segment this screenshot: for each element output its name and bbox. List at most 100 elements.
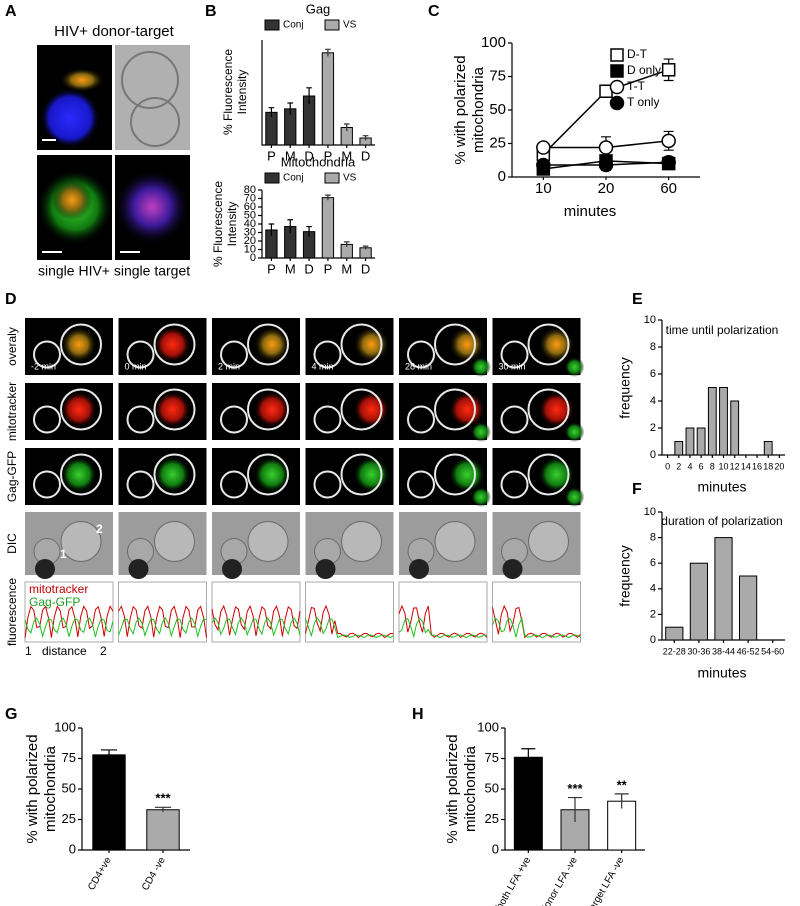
trace [118,605,207,638]
y-axis-label: % with polarizedmitochondria [24,734,59,843]
time-label: 2 min [218,361,240,371]
cell-outline [33,405,61,434]
x-tick-label: donor LFA -ve [539,855,580,906]
y-tick-label: 4 [650,395,656,407]
x-tick-label: 20 [774,461,784,471]
error-bar [306,225,312,237]
trace [118,617,207,639]
x-tick-label: 6 [699,461,704,471]
cell-outline [407,340,435,369]
cell-outline [527,388,570,431]
micrograph-blob [154,391,191,428]
cell-outline [340,388,383,431]
x-axis-label: minutes [697,479,746,495]
micrograph-blob [564,487,585,507]
marker [536,157,551,173]
y-tick-label: 6 [650,557,656,569]
y-tick-label: 25 [485,811,499,826]
panel-title: HIV+ donor-target [54,23,174,40]
bar [607,800,637,851]
error-bar [343,123,350,131]
legend-label: Conj [283,20,304,31]
time-label: 4 min [312,361,334,371]
significance: *** [567,781,583,796]
micrograph-blob [254,326,290,363]
y-tick-label: 10 [644,314,656,326]
y-tick-label: 0 [69,841,76,856]
y-tick-label: 100 [481,34,506,51]
error-bar [268,223,275,236]
micrograph-blob [61,391,97,428]
y-tick-label: 25 [62,811,76,826]
x-tick-label: 30-36 [687,646,710,656]
micrograph-blob [40,88,100,148]
cell-outline [153,388,196,431]
cell-outline [126,340,155,369]
micrograph-blob [564,422,585,442]
y-tick-label: 75 [62,750,76,765]
x-tick-label: 4 [687,461,692,471]
micrograph-blob [114,169,190,245]
trace-box [305,581,394,643]
panel-letter: C [428,3,440,20]
x-tick-label: M [285,148,296,163]
y-tick-label: 75 [485,750,499,765]
cell-outline [126,405,155,434]
bar [719,387,728,456]
x-tick-label: 2 [676,461,681,471]
dic-debris [128,559,149,579]
significance: ** [617,777,628,792]
y-tick-label: 10 [644,506,656,518]
micrograph-blob [449,326,485,363]
bar [696,427,706,456]
micrograph-blob [353,456,390,493]
legend-label: mitotracker [29,582,88,596]
dic-debris [315,559,336,579]
x-tick-label: D [361,261,370,276]
y-tick-label: 25 [489,134,506,151]
micrograph-blob [154,456,191,493]
error-bar [568,796,582,822]
dic-debris [222,559,242,579]
chart-title: Mitochondria [281,154,356,169]
error-bar [287,102,294,115]
y-tick-label: 50 [62,780,76,795]
error-bar [325,48,331,57]
cell-outline [340,323,383,366]
panel-letter: H [412,706,424,723]
legend-label: T only [627,95,659,109]
x-tick-label: 38-44 [712,646,735,656]
cell-outline [313,470,342,499]
legend-label: D-T [627,47,648,61]
cell-outline [60,323,102,366]
trace [24,604,114,639]
error-bar [362,135,369,141]
dic-debris [409,559,429,579]
y-axis-label: % FluorescenceIntensity [211,181,239,267]
y-axis-label: frequency [617,545,633,606]
dic-cell [341,521,382,562]
cell-outline [247,323,289,366]
x-tick-label: P [267,148,276,163]
y-tick-label: 50 [485,780,499,795]
error-bar [521,748,536,766]
marker [536,140,551,155]
cell-outline [33,340,61,369]
dic-cell [247,521,289,562]
y-tick-label: 100 [54,719,76,734]
bar [265,111,278,146]
x-tick-label: both LFA +ve [494,855,533,906]
marker [609,95,625,111]
cell-outline [527,323,570,366]
axis-label: 1 [25,644,32,658]
y-axis-label: frequency [617,357,633,418]
y-tick-label: 100 [477,719,499,734]
error-bar [100,749,118,760]
panel-letter: E [632,291,643,308]
time-label: 28 min [405,361,432,371]
bar [513,756,543,851]
micrograph-blob [52,180,92,220]
micrograph-blob [449,391,485,428]
x-tick-label: P [324,148,333,163]
marker [598,157,614,173]
